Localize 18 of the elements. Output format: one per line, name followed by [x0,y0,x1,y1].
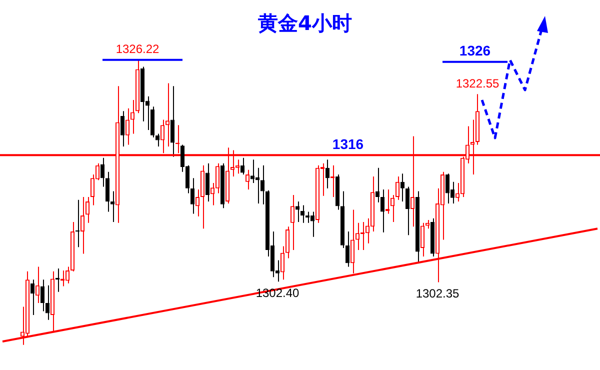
candlestick [290,194,294,250]
annotation: 1326.22 [116,42,160,56]
candlestick [326,159,330,189]
annotation: 1302.40 [256,286,300,300]
candlestick [206,162,210,202]
candlestick [406,186,410,236]
candlestick [36,266,40,304]
chart-title: 黄金4小时 [257,10,353,37]
annotation: 1316 [332,136,364,152]
annotation: 1326 [459,42,491,59]
candlestick [120,110,124,148]
annotation: 1322.55 [456,76,500,90]
candlestick [400,173,404,202]
candlestick [240,157,244,175]
candlestick [30,279,34,316]
annotation: 1302.35 [416,286,460,301]
candlestick [246,169,250,190]
candlestick [170,86,174,158]
